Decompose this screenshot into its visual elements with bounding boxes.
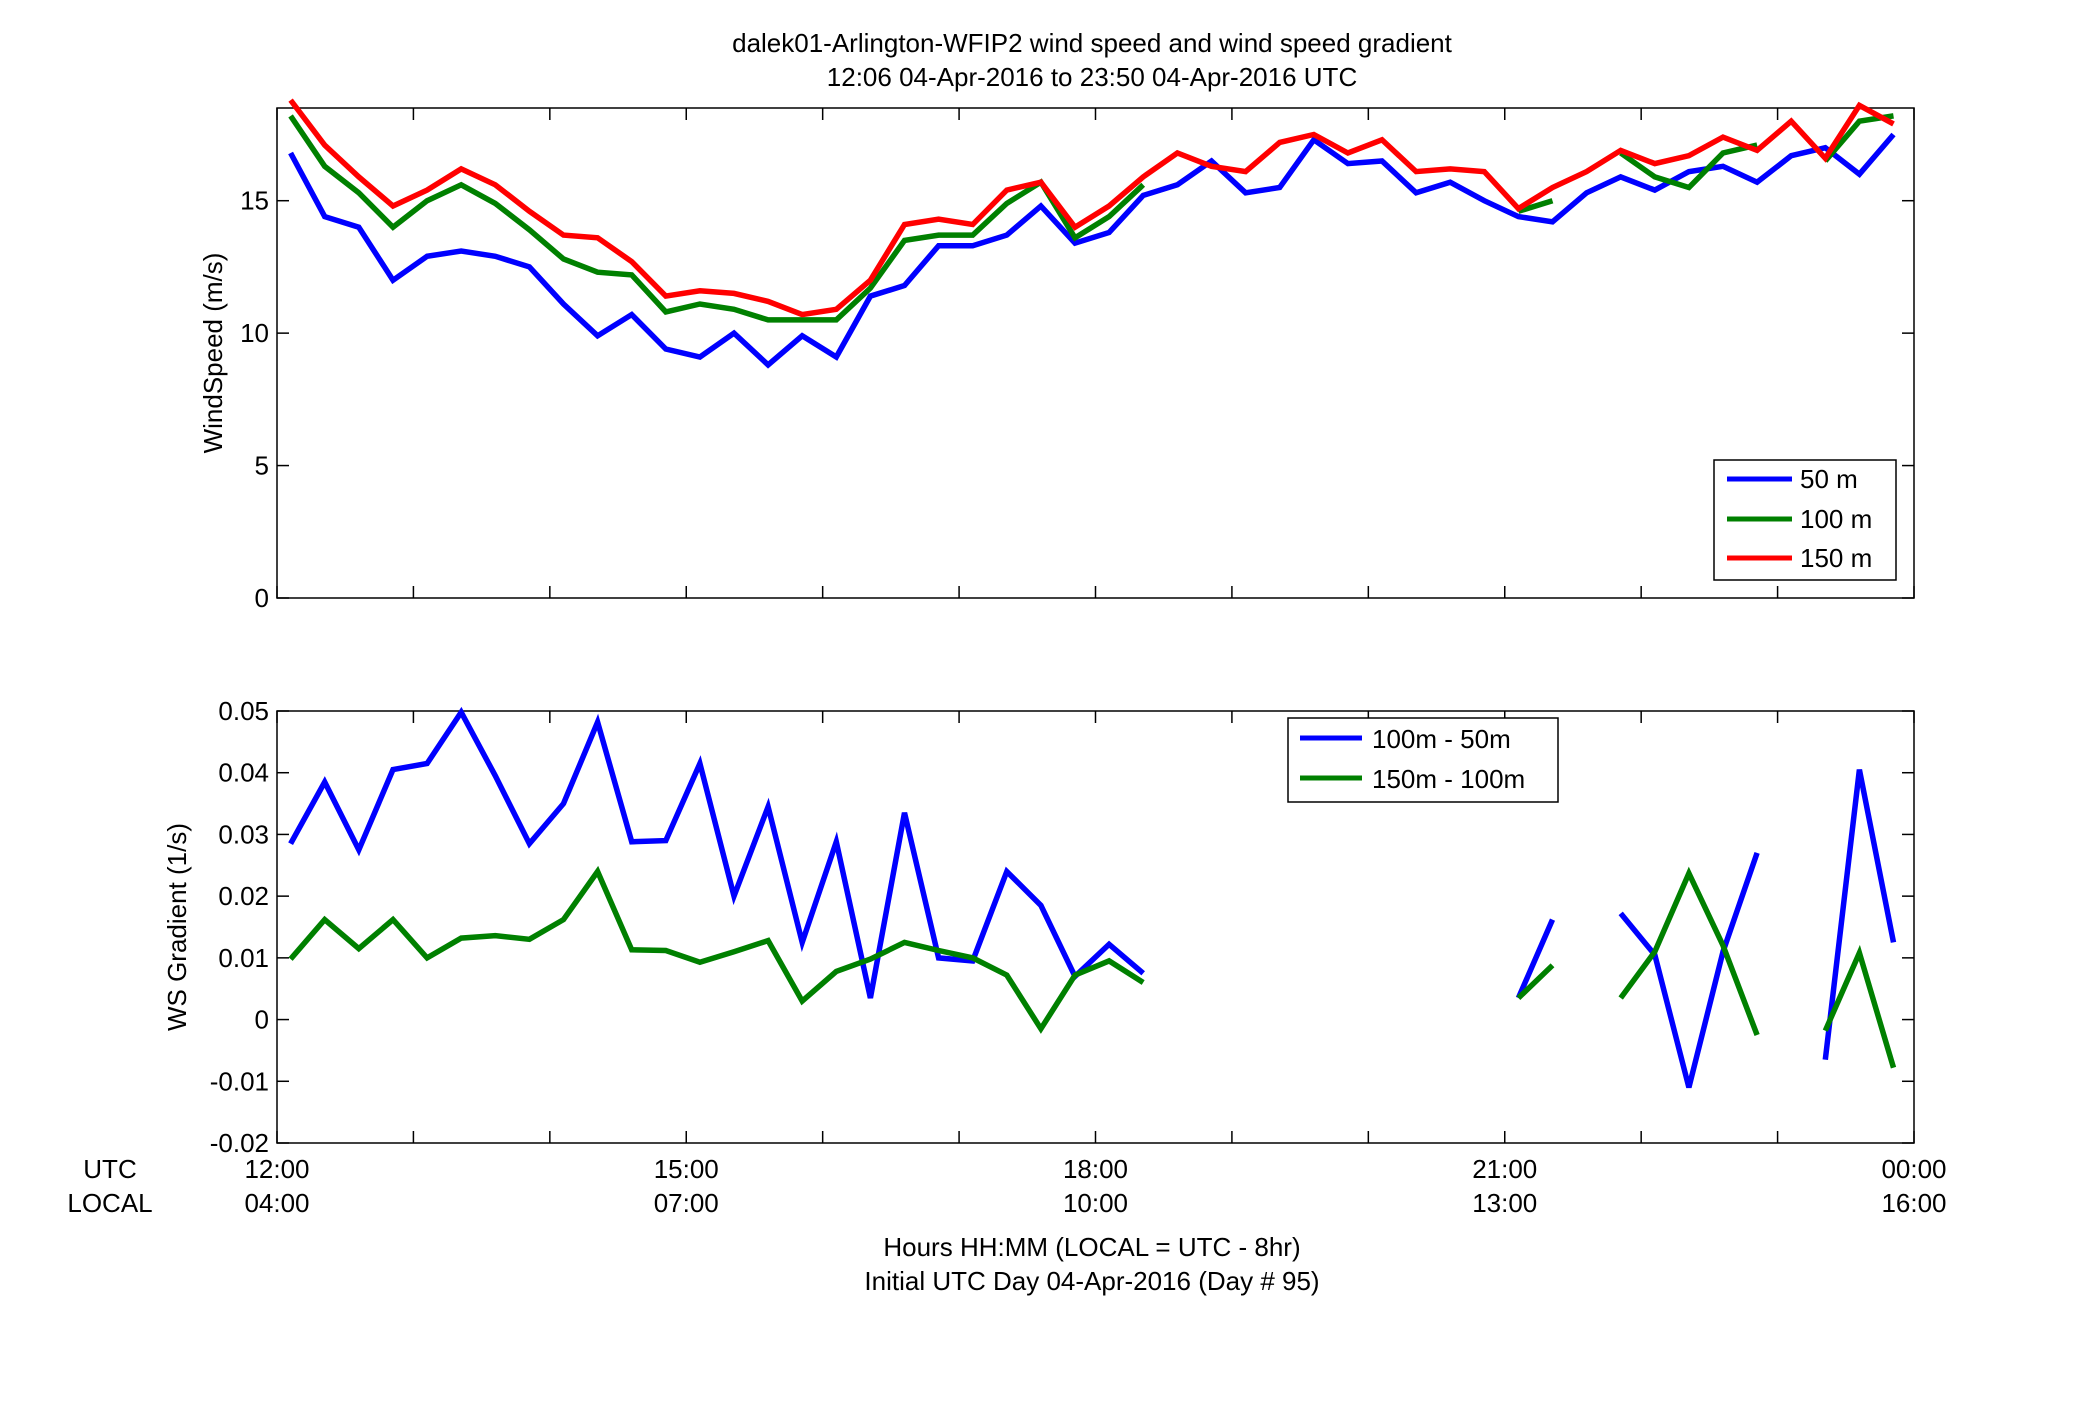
chart-title: dalek01-Arlington-WFIP2 wind speed and w…	[732, 28, 1453, 58]
legend-label-150m-100m: 150m - 100m	[1372, 764, 1525, 794]
utc-tick-label: 21:00	[1472, 1154, 1537, 1184]
utc-tick-label: 12:00	[244, 1154, 309, 1184]
series-line-50-m	[288, 132, 1896, 369]
legend-label-50m: 50 m	[1800, 464, 1858, 494]
legend-label-100m-50m: 100m - 50m	[1372, 724, 1511, 754]
gradient-ytick-label: 0.03	[218, 819, 269, 849]
windspeed-panel: 0 5 10 15 WindSpeed (m/s) 50 m 100 m 150 m	[198, 98, 1915, 613]
gradient-axes: -0.02 -0.01 0 0.01 0.02 0.03 0.04 0.05	[210, 696, 1915, 1158]
gradient-ytick-label: 0.04	[218, 758, 269, 788]
xlabel-line2: Initial UTC Day 04-Apr-2016 (Day # 95)	[864, 1266, 1319, 1296]
local-tick-label: 16:00	[1881, 1188, 1946, 1218]
series-line-100m-50m	[288, 706, 1897, 1089]
gradient-ytick-label: 0.01	[218, 943, 269, 973]
gradient-ytick-label: -0.02	[210, 1128, 269, 1158]
windspeed-ytick-label: 10	[240, 318, 269, 348]
gradient-lines	[288, 706, 1897, 1089]
gradient-ytick-label: 0	[255, 1005, 269, 1035]
windspeed-ytick-label: 5	[255, 451, 269, 481]
local-tick-label: 07:00	[654, 1188, 719, 1218]
windspeed-plot-area	[276, 107, 1915, 599]
utc-row-label: UTC	[83, 1154, 136, 1184]
local-tick-label: 04:00	[244, 1188, 309, 1218]
local-row-label: LOCAL	[67, 1188, 152, 1218]
legend-label-150m: 150 m	[1800, 543, 1872, 573]
utc-tick-label: 15:00	[654, 1154, 719, 1184]
gradient-panel: -0.02 -0.01 0 0.01 0.02 0.03 0.04 0.05 WS Gradi…	[162, 696, 1915, 1158]
chart-subtitle: 12:06 04-Apr-2016 to 23:50 04-Apr-2016 U…	[827, 62, 1357, 92]
series-line-150m-100m	[288, 865, 1897, 1069]
windspeed-axes: 0 5 10 15	[240, 108, 1915, 613]
gradient-ytick-label: 0.02	[218, 881, 269, 911]
windspeed-ytick-label: 0	[255, 583, 269, 613]
gradient-ytick-label: -0.01	[210, 1066, 269, 1096]
legend-label-100m: 100 m	[1800, 504, 1872, 534]
time-axis-labels: UTC LOCAL 12:00 04:00 15:00 07:00 18:00 10:00…	[67, 1154, 1946, 1296]
local-tick-label: 10:00	[1063, 1188, 1128, 1218]
gradient-legend-box	[1287, 717, 1559, 803]
xlabel-line1: Hours HH:MM (LOCAL = UTC - 8hr)	[883, 1232, 1300, 1262]
windspeed-ytick-label: 15	[240, 186, 269, 216]
local-tick-label: 13:00	[1472, 1188, 1537, 1218]
windspeed-legend: 50 m 100 m 150 m	[1713, 459, 1897, 581]
gradient-ylabel: WS Gradient (1/s)	[162, 823, 192, 1031]
utc-tick-label: 00:00	[1881, 1154, 1946, 1184]
windspeed-lines	[288, 98, 1896, 369]
windspeed-ylabel: WindSpeed (m/s)	[198, 253, 228, 454]
gradient-legend: 100m - 50m 150m - 100m	[1287, 717, 1559, 803]
gradient-ytick-label: 0.05	[218, 696, 269, 726]
time-tick-labels: 12:00 04:00 15:00 07:00 18:00 10:00 21:00 13:00…	[244, 1154, 1946, 1218]
utc-tick-label: 18:00	[1063, 1154, 1128, 1184]
series-line-100-m	[288, 113, 1894, 323]
series-line-150-m	[288, 98, 1895, 318]
